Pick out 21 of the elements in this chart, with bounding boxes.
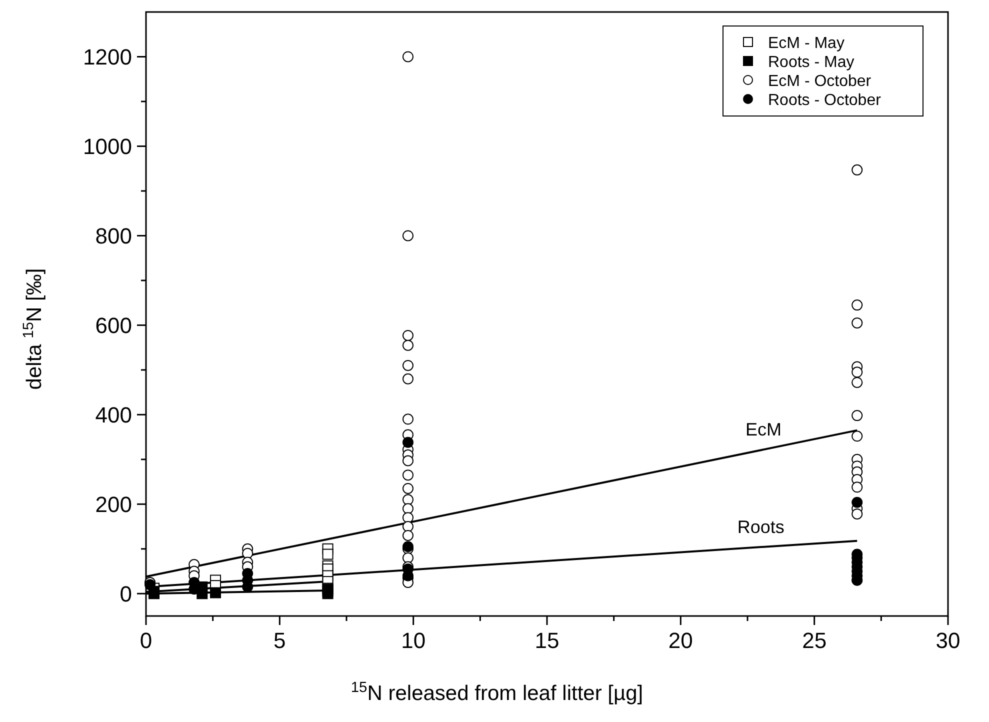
legend-label: EcM - May <box>768 35 844 52</box>
y-tick-label: 0 <box>120 582 132 607</box>
x-tick-label: 10 <box>401 628 426 653</box>
x-tick-label: 5 <box>274 628 286 653</box>
annotation: Roots <box>737 517 784 538</box>
legend-label: Roots - May <box>768 54 854 71</box>
y-tick-label: 800 <box>95 224 132 249</box>
legend-label: EcM - October <box>768 73 872 90</box>
annotation: EcM <box>746 420 782 440</box>
legend-label: Roots - October <box>768 92 882 109</box>
x-tick-label: 25 <box>802 628 827 653</box>
x-tick-label: 0 <box>140 628 152 653</box>
y-tick-label: 400 <box>95 402 132 428</box>
y-tick-label: 1200 <box>83 44 132 70</box>
x-tick-label: 30 <box>936 628 960 653</box>
y-tick-label: 600 <box>95 313 132 338</box>
x-axis-title: $^{15}$N released from leaf litter [µg] <box>350 680 644 705</box>
y-tick-label: 1000 <box>83 134 132 160</box>
x-tick-label: 15 <box>534 628 560 653</box>
y-tick-label: 200 <box>95 492 132 518</box>
x-tick-label: 20 <box>668 628 693 653</box>
